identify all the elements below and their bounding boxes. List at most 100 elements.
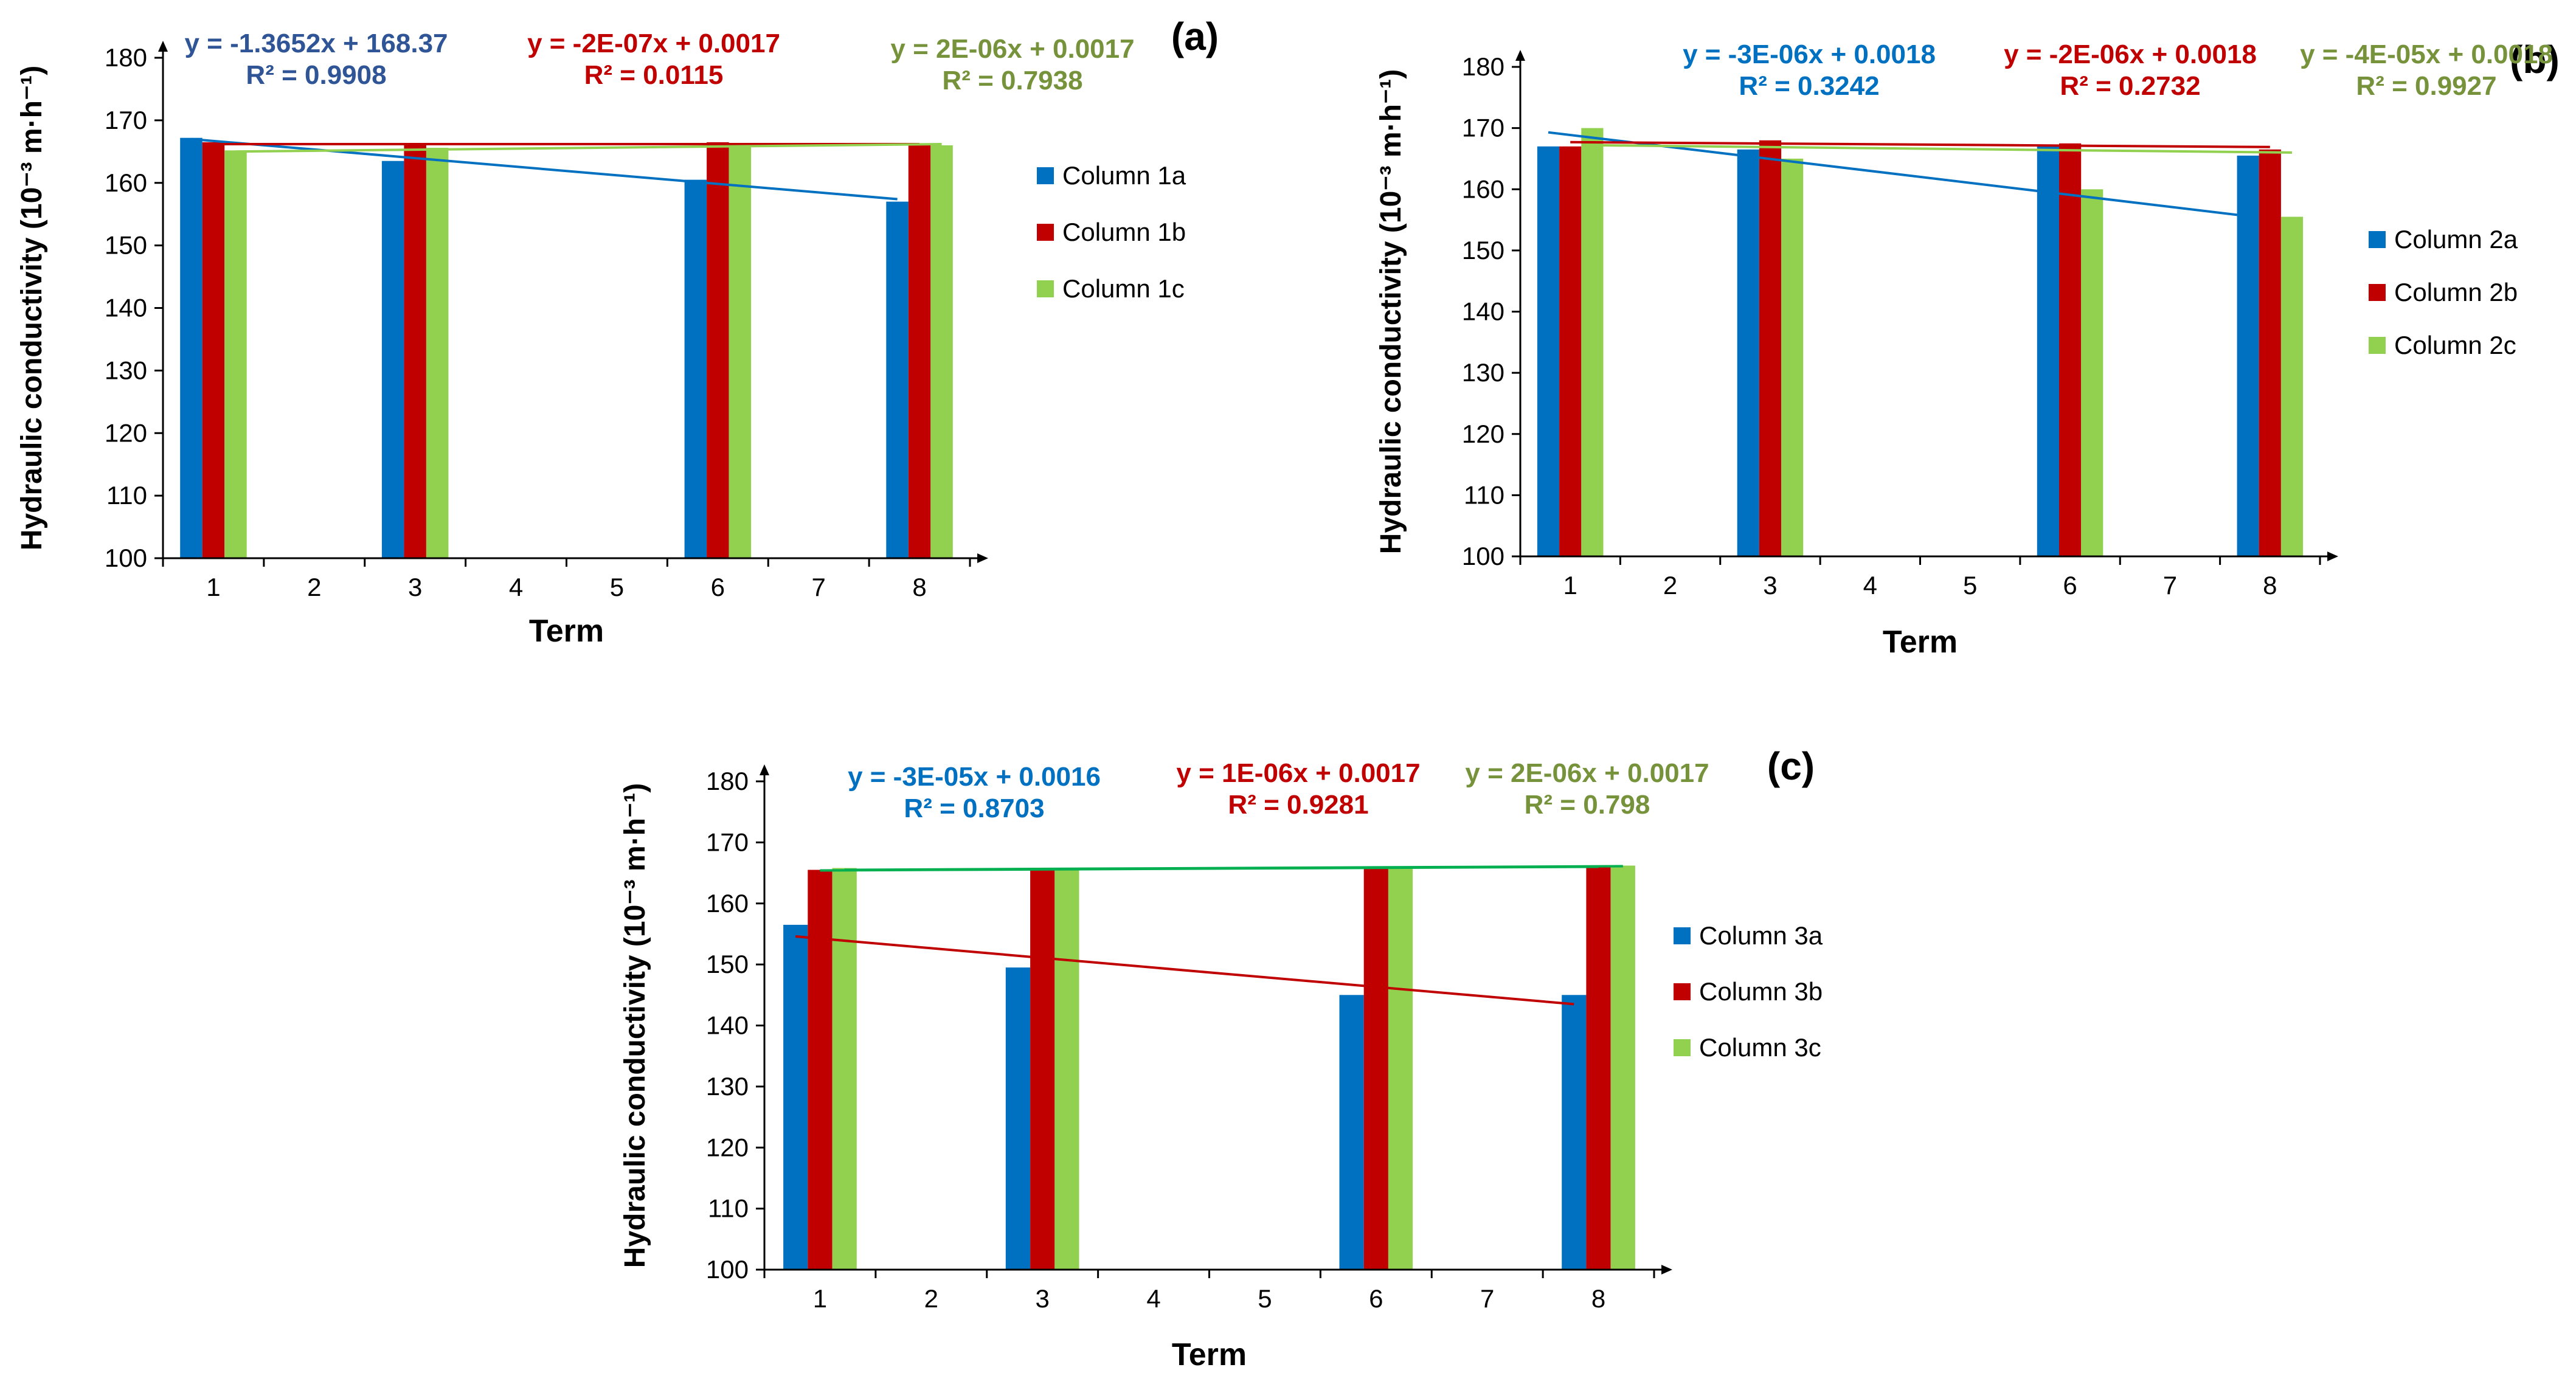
y-tick-label: 110 (708, 1194, 749, 1223)
bar (1737, 149, 1759, 557)
bar (2280, 216, 2304, 556)
y-tick-label: 140 (105, 294, 147, 322)
bar (2237, 155, 2259, 556)
legend-swatch (2369, 231, 2386, 248)
panel-label: (b) (2510, 38, 2560, 81)
trend-equation: y = 1E-06x + 0.0017 (1176, 758, 1420, 788)
y-tick-label: 100 (706, 1255, 749, 1284)
x-tick-label: 8 (2263, 571, 2277, 600)
trend-equation: y = -2E-06x + 0.0018 (2004, 40, 2257, 69)
bar (1030, 870, 1055, 1270)
panel-label: (c) (1767, 744, 1815, 788)
bar (886, 201, 909, 559)
bar (2081, 189, 2103, 557)
y-tick-label: 130 (105, 356, 147, 384)
x-tick-label: 6 (2063, 571, 2077, 600)
bar (1610, 865, 1635, 1270)
legend-swatch (2369, 337, 2386, 354)
y-tick-label: 160 (105, 168, 147, 197)
y-tick-label: 100 (105, 544, 147, 572)
legend-label: Column 2c (2394, 331, 2516, 359)
bar (908, 145, 931, 558)
bar (1586, 866, 1611, 1270)
trend-line (844, 865, 1623, 871)
bar (404, 145, 426, 558)
trend-line (235, 143, 942, 153)
y-tick-label: 170 (706, 828, 749, 856)
chart-panel: 100 110 120 130 140 150 160 170 180 1 2 3 4 5 6 7 8 Term H… (16, 15, 1219, 649)
y-tick-label: 120 (105, 418, 147, 447)
legend-swatch (1674, 927, 1691, 944)
bar (783, 924, 808, 1270)
trend-line (191, 137, 898, 201)
chart-panel: 100 110 120 130 140 150 160 170 180 1 2 3 4 5 6 7 8 Term H… (619, 744, 1823, 1372)
trend-equation: y = -2E-07x + 0.0017 (527, 29, 780, 58)
trend-r-squared: R² = 0.7938 (942, 66, 1082, 95)
y-tick-label: 120 (1462, 420, 1504, 448)
bar (930, 145, 953, 558)
bar (1005, 967, 1030, 1270)
legend-swatch (1674, 983, 1691, 1000)
trend-equation: y = -3E-06x + 0.0018 (1683, 40, 1936, 69)
x-tick-label: 8 (912, 573, 926, 601)
legend-label: Column 3b (1699, 977, 1823, 1006)
bar (1388, 866, 1413, 1270)
legend-label: Column 3c (1699, 1033, 1821, 1062)
y-tick-label: 170 (1462, 114, 1504, 142)
y-tick-label: 150 (1462, 236, 1504, 265)
trend-equation: y = -3E-05x + 0.0016 (848, 762, 1101, 792)
y-axis-title: Hydraulic conductivity (10⁻³ m·h⁻¹) (619, 783, 651, 1268)
y-tick-label: 170 (105, 106, 147, 134)
x-tick-label: 8 (1591, 1284, 1605, 1313)
bar (1781, 158, 1804, 556)
x-axis-arrow (2327, 552, 2338, 561)
bar (1054, 868, 1079, 1270)
bar (1339, 995, 1364, 1270)
x-tick-label: 4 (1863, 571, 1877, 600)
x-tick-label: 7 (2163, 571, 2177, 600)
bar (1537, 146, 1560, 557)
y-tick-label: 180 (105, 43, 147, 72)
bar (180, 137, 203, 558)
trend-equation: y = -1.3652x + 168.37 (184, 29, 448, 58)
bar (707, 142, 729, 558)
x-tick-label: 3 (408, 573, 422, 601)
bar (808, 870, 833, 1270)
y-tick-label: 150 (105, 231, 147, 260)
legend-label: Column 2a (2394, 225, 2518, 254)
y-tick-label: 110 (1464, 480, 1504, 509)
y-axis-arrow (760, 764, 769, 775)
trend-equation: y = -4E-05x + 0.0018 (2300, 40, 2553, 69)
legend-label: Column 2b (2394, 278, 2518, 306)
x-tick-label: 2 (924, 1284, 938, 1313)
y-axis-title: Hydraulic conductivity (10⁻³ m·h⁻¹) (16, 66, 48, 550)
x-axis-title: Term (1883, 624, 1958, 660)
y-axis-arrow (1515, 50, 1525, 61)
legend-label: Column 1a (1062, 161, 1186, 190)
y-tick-label: 160 (706, 889, 749, 918)
legend-swatch (1674, 1039, 1691, 1056)
y-tick-label: 120 (706, 1133, 749, 1161)
trend-r-squared: R² = 0.9927 (2356, 71, 2496, 101)
y-tick-label: 140 (706, 1011, 749, 1040)
trend-r-squared: R² = 0.0115 (584, 60, 724, 90)
y-tick-label: 150 (706, 950, 749, 978)
bar (202, 142, 225, 558)
trend-r-squared: R² = 0.798 (1525, 790, 1650, 820)
y-tick-label: 160 (1462, 175, 1504, 203)
trend-r-squared: R² = 0.8703 (904, 794, 1044, 823)
bar (426, 148, 449, 559)
legend-label: Column 1b (1062, 218, 1186, 246)
x-tick-label: 1 (1563, 571, 1577, 600)
x-axis-arrow (977, 553, 988, 563)
trend-equation: y = 2E-06x + 0.0017 (1465, 758, 1709, 788)
legend-swatch (1037, 167, 1054, 184)
trend-equation: y = 2E-06x + 0.0017 (890, 34, 1134, 64)
x-tick-label: 7 (812, 573, 826, 601)
y-tick-label: 180 (706, 767, 749, 795)
y-tick-label: 130 (706, 1072, 749, 1101)
y-axis-title: Hydraulic conductivity (10⁻³ m·h⁻¹) (1375, 69, 1407, 554)
x-tick-label: 6 (1369, 1284, 1383, 1313)
panel-label: (a) (1171, 15, 1219, 58)
y-tick-label: 130 (1462, 358, 1504, 387)
